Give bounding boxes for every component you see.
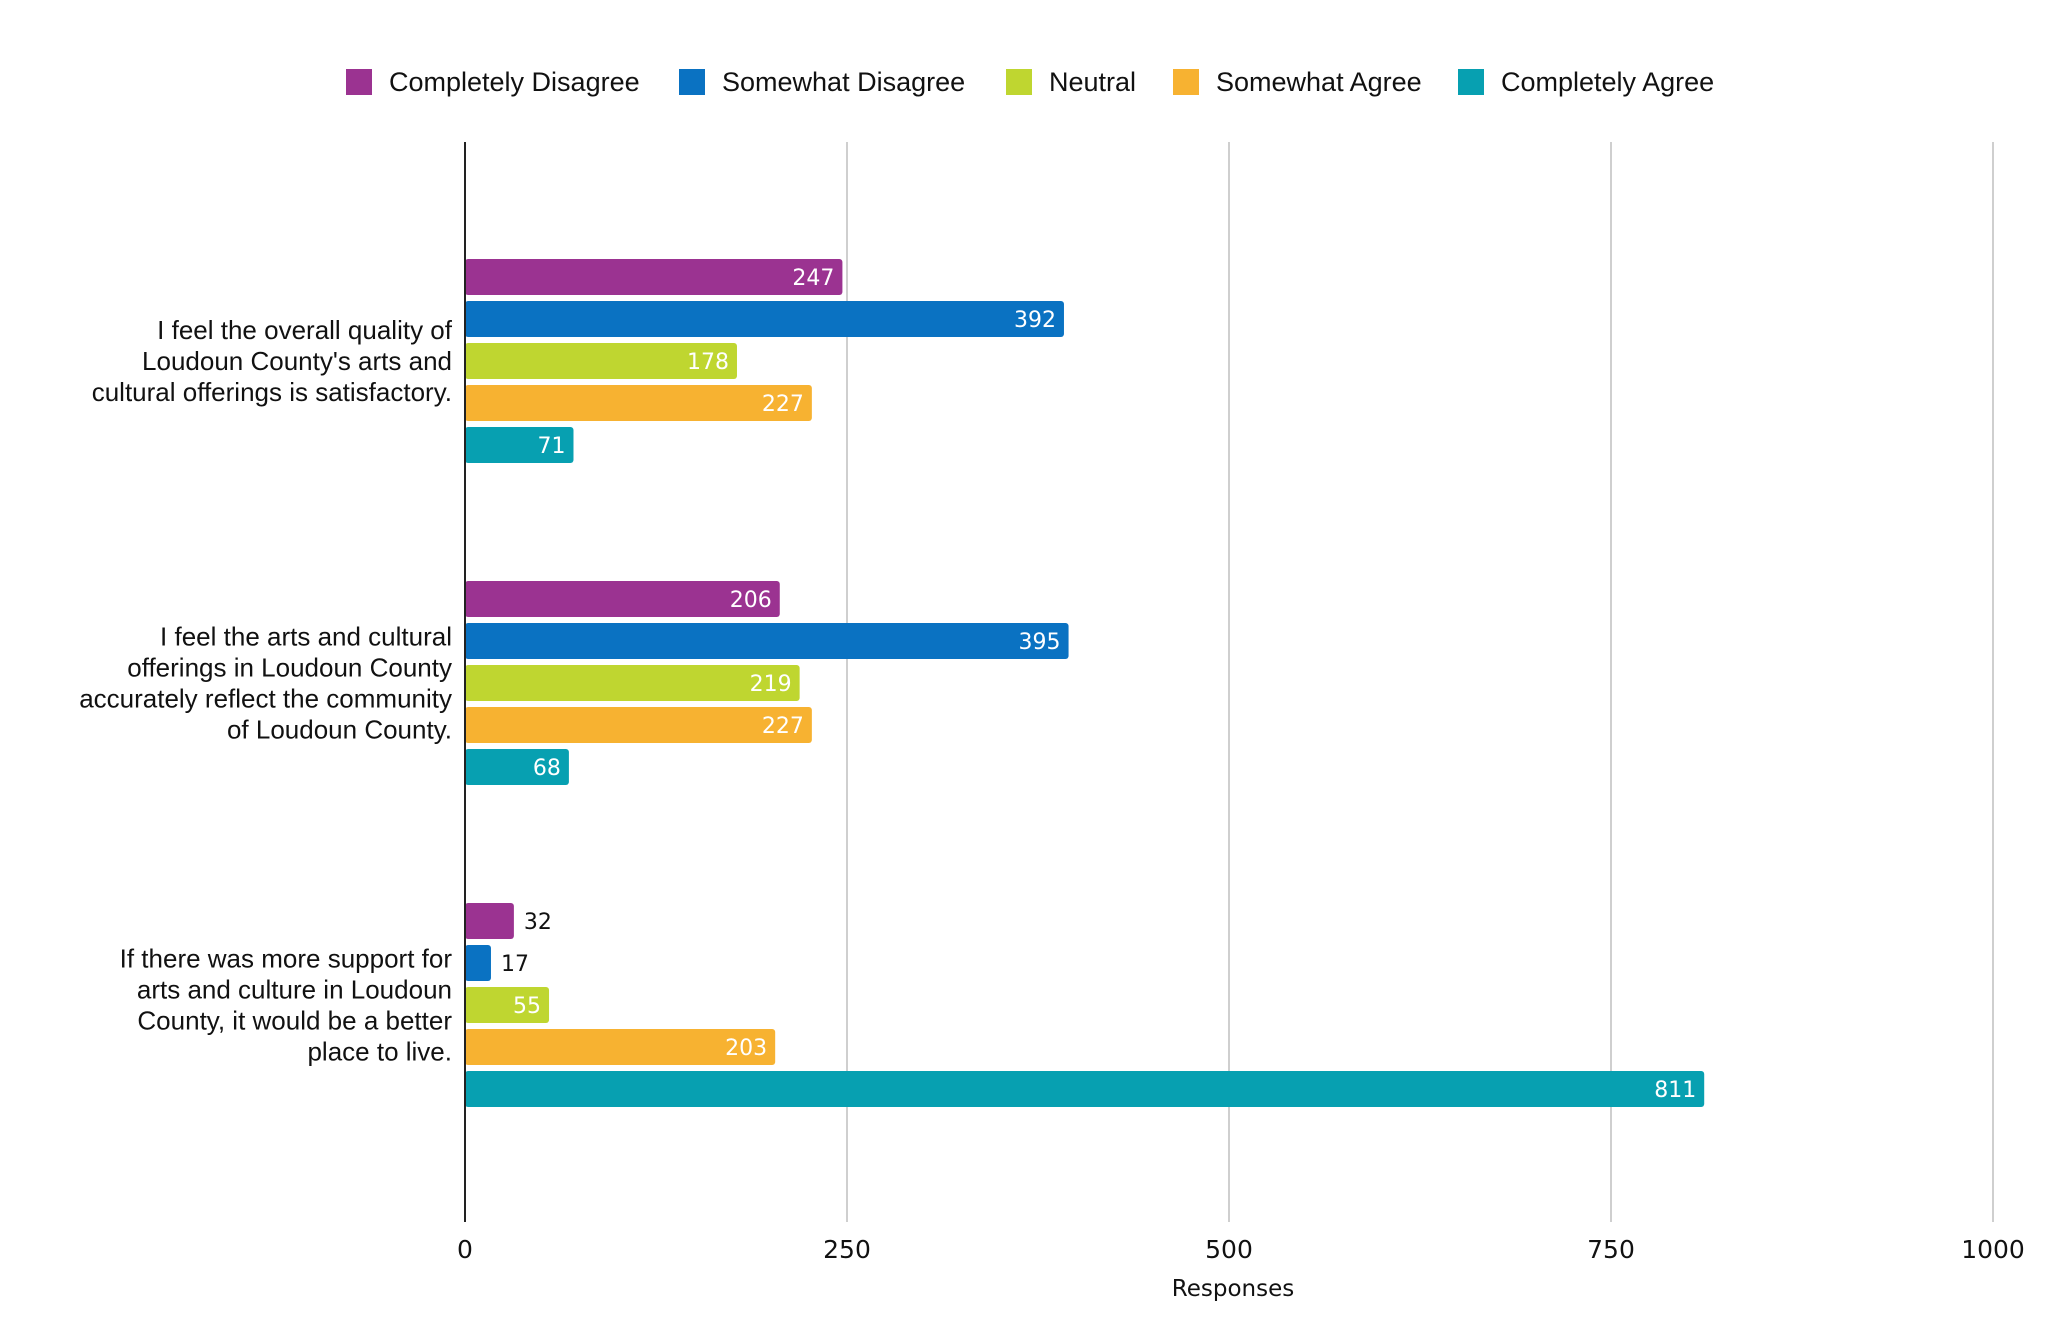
category-label-line: offerings in Loudoun County (127, 653, 452, 683)
bar-value-label: 247 (792, 266, 834, 291)
bar-value-label: 17 (501, 952, 529, 977)
bar-value-label: 203 (725, 1036, 767, 1061)
x-tick-labels: 0 250 500 750 1000 (457, 1235, 2025, 1264)
x-tick-label: 750 (1587, 1235, 1635, 1264)
x-tick-label: 500 (1205, 1235, 1253, 1264)
bar (465, 945, 491, 981)
legend: Completely Disagree Somewhat Disagree Neut… (346, 67, 1714, 97)
bars: 247 392 178 227 71 206 395 219 227 68 32 17 55 203 811 (465, 259, 1705, 1107)
category-label-line: place to live. (307, 1037, 452, 1067)
category-label-line: I feel the arts and cultural (160, 622, 452, 652)
bar (465, 749, 569, 785)
bar-value-label: 206 (730, 588, 772, 613)
legend-swatch (1458, 69, 1484, 95)
bar (465, 987, 550, 1023)
category-label-line: Loudoun County's arts and (142, 346, 452, 376)
category-label-line: cultural offerings is satisfactory. (92, 377, 452, 407)
bar (465, 301, 1064, 337)
legend-label: Neutral (1049, 67, 1136, 97)
bar-value-label: 227 (762, 392, 804, 417)
x-tick-label: 250 (823, 1235, 871, 1264)
bar (465, 427, 574, 463)
bar (465, 1071, 1705, 1107)
category-label-line: of Loudoun County. (227, 715, 452, 745)
category-label-line: If there was more support for (120, 944, 453, 974)
bar (465, 343, 737, 379)
x-axis-title: Responses (1172, 1276, 1294, 1302)
bar-value-label: 811 (1654, 1078, 1696, 1103)
bar (465, 581, 780, 617)
legend-label: Somewhat Disagree (722, 67, 965, 97)
legend-swatch (1173, 69, 1199, 95)
legend-label: Completely Disagree (389, 67, 640, 97)
bar (465, 1029, 776, 1065)
bar (465, 385, 812, 421)
category-label-line: arts and culture in Loudoun (137, 975, 452, 1005)
bar (465, 903, 514, 939)
x-tick-label: 0 (457, 1235, 473, 1264)
bar-value-label: 178 (687, 350, 729, 375)
bar-value-label: 68 (533, 756, 561, 781)
bar-value-label: 55 (513, 994, 541, 1019)
bar-value-label: 219 (750, 672, 792, 697)
category-label-line: accurately reflect the community (79, 684, 452, 714)
bar (465, 623, 1069, 659)
bar-value-label: 227 (762, 714, 804, 739)
bar-value-label: 392 (1014, 308, 1056, 333)
bar-value-label: 71 (537, 434, 565, 459)
legend-label: Somewhat Agree (1216, 67, 1422, 97)
legend-swatch (679, 69, 705, 95)
legend-label: Completely Agree (1501, 67, 1714, 97)
legend-swatch (346, 69, 372, 95)
bar (465, 259, 843, 295)
bar (465, 707, 812, 743)
bar-value-label: 395 (1019, 630, 1061, 655)
bar-value-label: 32 (524, 910, 552, 935)
bar (465, 665, 800, 701)
category-label-line: County, it would be a better (137, 1006, 452, 1036)
category-label-line: I feel the overall quality of (157, 315, 453, 345)
legend-swatch (1006, 69, 1032, 95)
x-tick-label: 1000 (1961, 1235, 2025, 1264)
gridlines (846, 142, 1994, 1222)
